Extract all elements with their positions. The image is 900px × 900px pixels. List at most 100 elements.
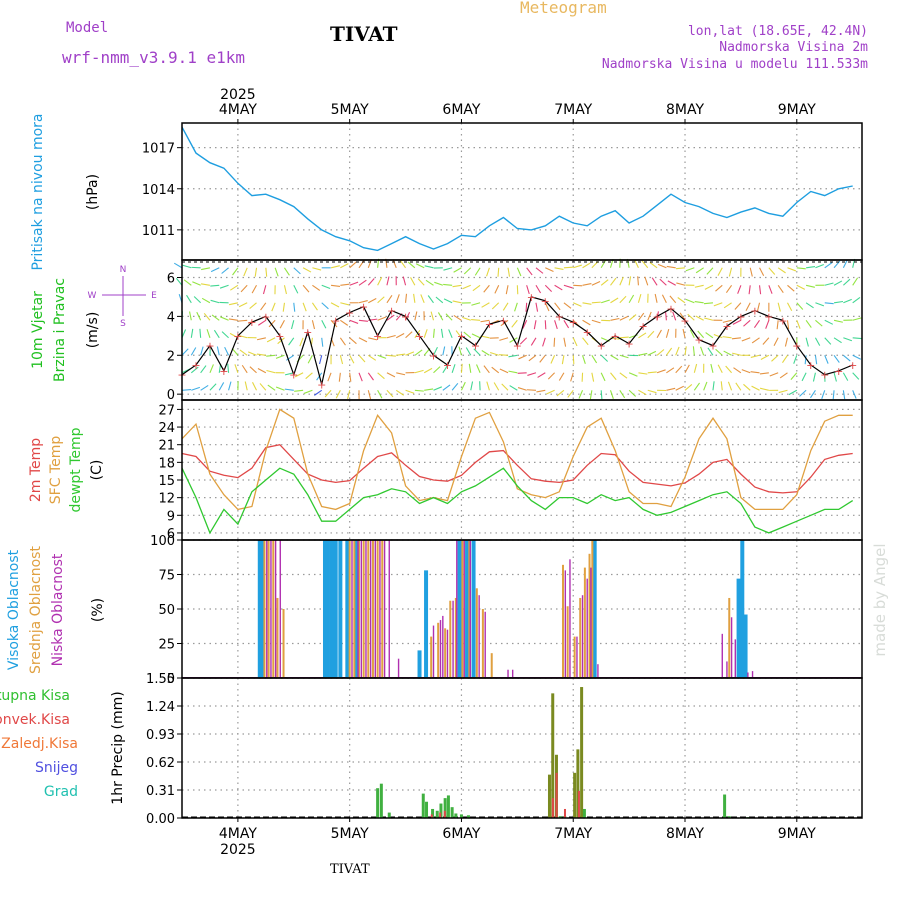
wind-barb [468, 363, 472, 373]
wind-barb [367, 390, 372, 400]
wind-barb [656, 349, 665, 356]
wind-barb [706, 267, 714, 275]
wind-barb [386, 314, 395, 321]
wind-barb [748, 285, 751, 295]
wind-barb [302, 267, 312, 273]
wind-barb [358, 354, 366, 363]
wind-barb [637, 312, 645, 321]
precip-bar-conv [551, 798, 554, 818]
wind-barb [732, 319, 742, 325]
wind-gust-marker: + [261, 310, 270, 323]
y-tick-label: 1017 [142, 142, 175, 157]
wind-barb [516, 267, 522, 277]
wind-barb [491, 366, 500, 374]
wind-barb [842, 259, 848, 269]
cloud-bar-2 [379, 540, 381, 678]
wind-barb [251, 285, 258, 294]
wind-barb [220, 316, 229, 321]
wind-gust-marker: + [583, 326, 592, 339]
wind-barb [254, 267, 258, 277]
wind-barb [842, 390, 846, 400]
compass-south: S [120, 319, 126, 329]
wind-barb [307, 355, 313, 364]
wind-barb [695, 315, 704, 321]
wind-barb [833, 372, 837, 382]
y-tick-label: 50 [158, 603, 175, 618]
cloud-bar-1 [376, 540, 379, 678]
pressure-ylabel: Pritisak na nivou mora [30, 113, 46, 270]
wind-barb [563, 266, 573, 269]
wind-barb [314, 389, 323, 396]
wind-barb [228, 302, 239, 306]
wind-barb [206, 329, 211, 338]
y-tick-label: 18 [158, 456, 175, 471]
wind-barb [537, 372, 546, 378]
precip-bar-conv [439, 812, 442, 818]
cloud-bar-1 [579, 597, 582, 678]
compass-east: E [151, 291, 157, 301]
cloud-bar-2 [747, 672, 749, 678]
wind-barb [619, 295, 627, 304]
wind-barb [210, 284, 220, 287]
wind-barb [396, 353, 406, 356]
precip-bar-total [558, 816, 562, 818]
cloud-unit: (%) [90, 598, 106, 622]
wind-barb [265, 267, 268, 277]
y-tick-label: 15 [158, 474, 175, 489]
wind-barb [257, 367, 267, 374]
wind-ylabel-2: Brzina i Pravac [52, 278, 68, 382]
y-tick-label: 0 [167, 672, 175, 687]
wind-barb [312, 284, 321, 291]
cloud-bar-2 [357, 540, 359, 678]
wind-barb [806, 266, 816, 269]
wind-barb [229, 332, 239, 339]
precip-bar-total [439, 803, 443, 818]
wind-barb [491, 302, 500, 310]
wind-barb [247, 351, 257, 356]
wind-barb [470, 381, 474, 391]
bottom-day-label: 8MAY [666, 826, 704, 842]
wind-gust-marker: + [848, 359, 857, 372]
wind-barb [842, 278, 851, 286]
cloud-bar-2 [383, 540, 386, 678]
cloud-bar-0 [736, 578, 741, 678]
cloud-bar-2 [274, 540, 277, 678]
wind-barb [852, 372, 860, 380]
wind-barb [544, 302, 550, 312]
wind-gust-marker: + [191, 359, 200, 372]
cloud-bar-1 [475, 588, 478, 678]
wind-barb [405, 311, 411, 321]
cloud-bar-2 [365, 540, 367, 678]
wind-gust-marker: + [429, 349, 438, 362]
wind-barb [628, 276, 632, 286]
wind-barb [271, 302, 276, 312]
wind-barb [628, 294, 635, 304]
wind-barb [183, 279, 192, 286]
wind-barb [489, 351, 499, 356]
wind-barb [745, 302, 751, 311]
wind-barb [349, 319, 359, 324]
panel-frame-pressure [181, 122, 863, 261]
wind-barb [692, 346, 695, 356]
wind-barb [637, 293, 642, 303]
wind-barb [358, 260, 365, 269]
wind-barb [324, 389, 332, 398]
wind-barb [821, 390, 826, 399]
cloud-bar-1 [591, 540, 594, 678]
wind-barb [582, 283, 592, 286]
wind-barb [286, 354, 295, 361]
wind-barb [619, 389, 626, 399]
wind-barb [768, 285, 773, 294]
wind-gust-marker: + [443, 359, 452, 372]
wind-barb [812, 372, 816, 382]
temp-unit: (C) [89, 460, 105, 481]
wind-barb [824, 282, 834, 286]
precip-bar-conv [430, 814, 433, 818]
wind-barb [367, 278, 375, 286]
temp-legend-sfc: SFC Temp [48, 436, 64, 505]
wind-barb [221, 267, 229, 274]
precip-bar-total [379, 783, 383, 818]
wind-barb [321, 320, 327, 329]
wind-barb [591, 301, 601, 304]
wind-barb [676, 282, 686, 286]
